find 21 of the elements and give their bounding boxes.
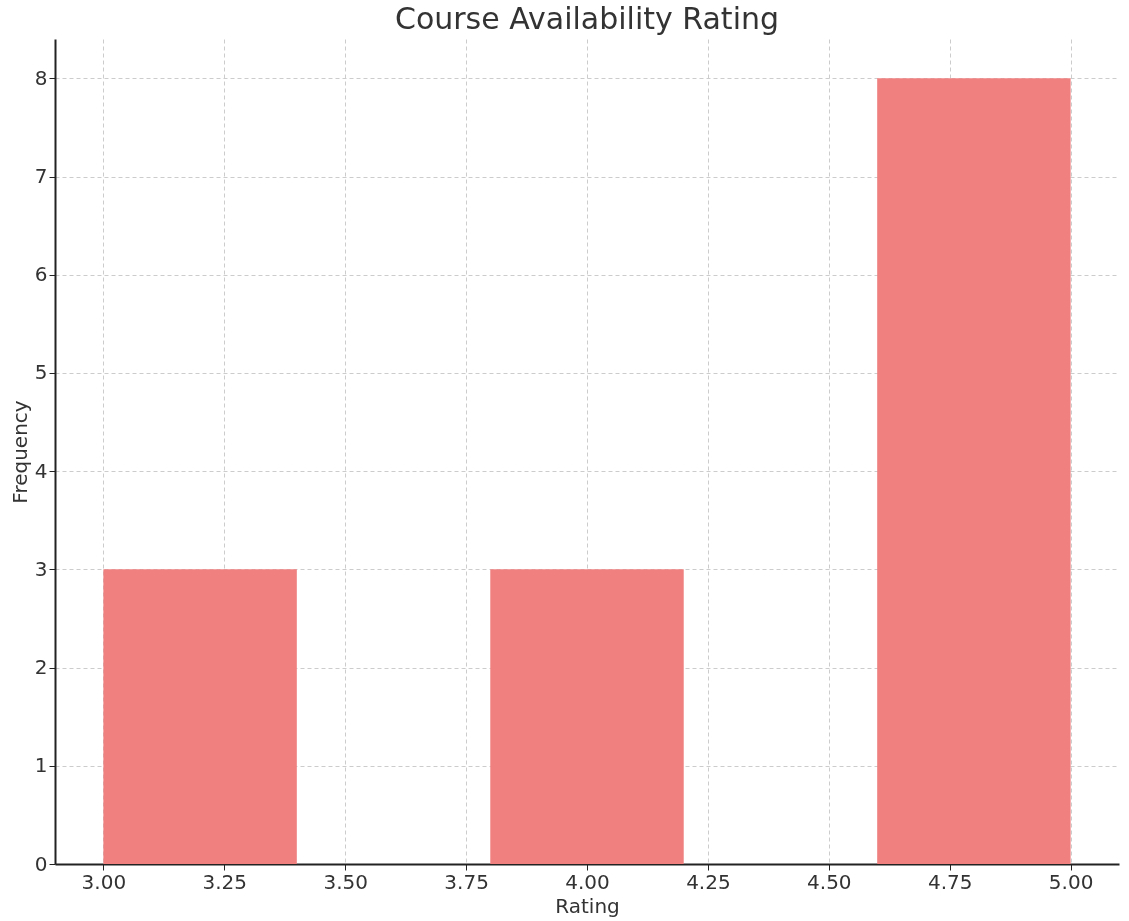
y-axis-title: Frequency bbox=[7, 400, 32, 504]
chart-title: Course Availability Rating bbox=[394, 1, 780, 36]
x-tick-label: 3.75 bbox=[444, 869, 489, 894]
y-tick-label: 4 bbox=[34, 458, 48, 483]
x-tick-label: 4.50 bbox=[807, 869, 852, 894]
y-tick-label: 5 bbox=[34, 360, 48, 385]
x-tick-label: 4.00 bbox=[565, 869, 610, 894]
y-tick-label: 3 bbox=[34, 556, 48, 581]
y-tick-label: 8 bbox=[34, 65, 48, 90]
x-tick-label: 3.00 bbox=[81, 869, 127, 894]
y-tick-label: 0 bbox=[34, 851, 48, 876]
x-tick-label: 4.25 bbox=[686, 869, 731, 894]
x-axis-title: Rating bbox=[555, 893, 620, 918]
y-tick-label: 2 bbox=[34, 655, 48, 680]
x-tick-label: 3.50 bbox=[323, 869, 368, 894]
x-tick-label: 4.75 bbox=[927, 869, 973, 894]
x-tick-label: 5.00 bbox=[1048, 869, 1094, 894]
y-tick-label: 1 bbox=[34, 753, 48, 778]
y-tick-label: 6 bbox=[34, 262, 48, 287]
y-tick-label: 7 bbox=[34, 164, 48, 188]
x-tick-label: 3.25 bbox=[202, 869, 248, 894]
